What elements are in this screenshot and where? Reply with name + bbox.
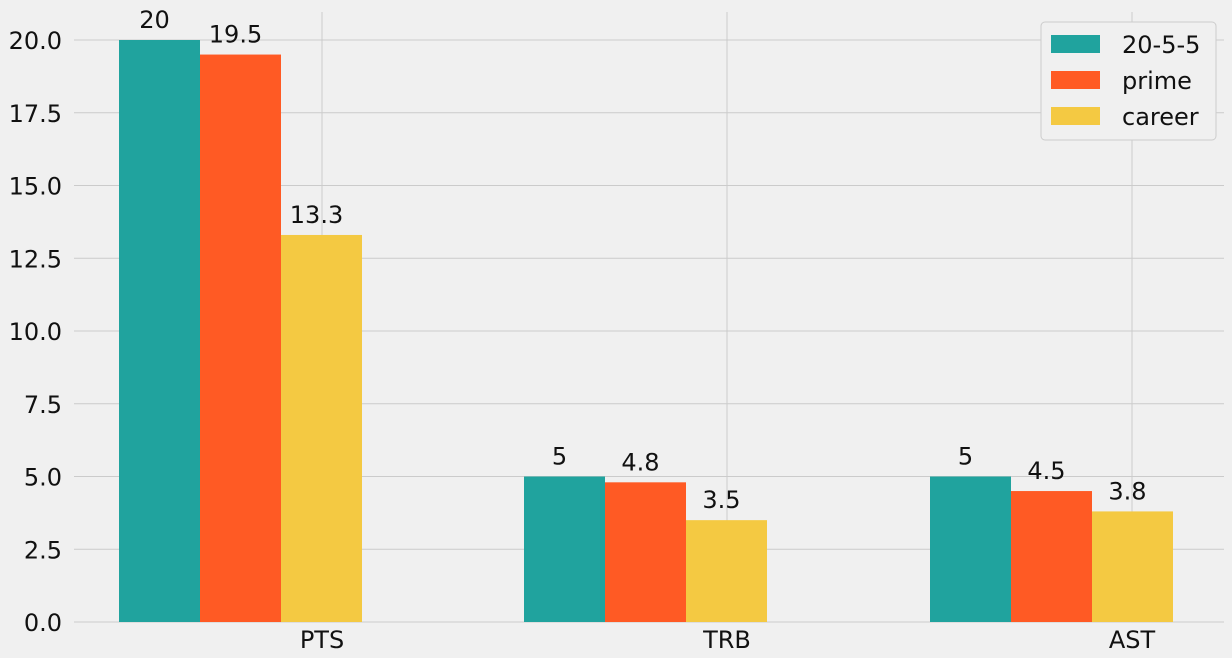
legend-label: 20-5-5 <box>1122 31 1200 59</box>
y-tick-label: 2.5 <box>24 536 62 564</box>
bar-20-5-5-AST <box>930 476 1011 622</box>
legend-swatch <box>1051 71 1100 89</box>
bar-prime-PTS <box>200 54 281 623</box>
x-tick-label: AST <box>1109 626 1156 654</box>
y-tick-label: 10.0 <box>9 318 62 346</box>
y-tick-label: 12.5 <box>9 245 62 273</box>
bar-value-label: 20 <box>139 6 170 34</box>
y-tick-label: 0.0 <box>24 609 62 637</box>
y-tick-label: 15.0 <box>9 173 62 201</box>
bars <box>119 40 1173 623</box>
y-tick-label: 17.5 <box>9 100 62 128</box>
bar-value-label: 19.5 <box>209 21 262 49</box>
bar-value-label: 4.8 <box>621 448 659 476</box>
y-axis-ticks: 0.0 2.5 5.0 7.5 10.0 12.5 15.0 17.5 20.0 <box>9 27 62 637</box>
y-tick-label: 20.0 <box>9 27 62 55</box>
legend-label: career <box>1122 103 1199 131</box>
legend-swatch <box>1051 107 1100 125</box>
legend: 20-5-5 prime career <box>1040 21 1217 141</box>
x-tick-label: PTS <box>300 626 344 654</box>
bar-prime-TRB <box>605 482 686 622</box>
legend-label: prime <box>1122 67 1192 95</box>
bar-20-5-5-PTS <box>119 40 200 622</box>
x-axis-ticks: PTS TRB AST <box>300 626 1156 654</box>
bar-value-label: 5 <box>552 443 567 471</box>
bar-value-label: 3.8 <box>1108 477 1146 505</box>
bar-value-label: 13.3 <box>290 201 343 229</box>
bar-20-5-5-TRB <box>524 476 605 622</box>
bar-career-TRB <box>686 520 767 622</box>
legend-swatch <box>1051 35 1100 53</box>
bar-career-PTS <box>281 234 362 622</box>
bar-value-label: 4.5 <box>1027 457 1065 485</box>
bar-value-label: 5 <box>958 443 973 471</box>
bar-value-label: 3.5 <box>702 486 740 514</box>
x-tick-label: TRB <box>702 626 751 654</box>
bar-career-AST <box>1092 511 1173 622</box>
y-tick-label: 5.0 <box>24 464 62 492</box>
y-tick-label: 7.5 <box>24 391 62 419</box>
bar-prime-AST <box>1011 491 1092 622</box>
bar-value-labels: 20 5 5 19.5 4.8 4.5 13.3 3.5 3.8 <box>139 6 1146 514</box>
